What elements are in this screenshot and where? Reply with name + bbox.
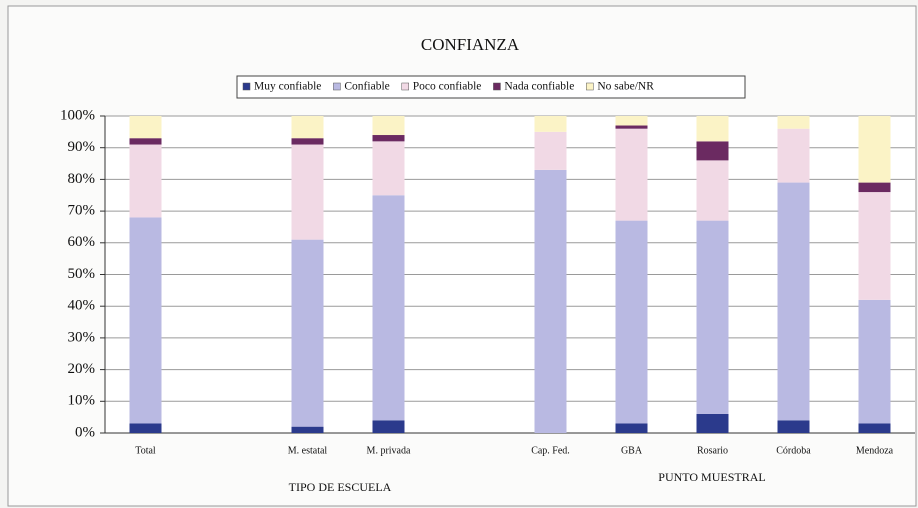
y-tick-label: 20% [68,361,96,377]
x-tick-label: GBA [621,445,643,456]
y-tick-label: 40% [68,298,96,314]
bar-segment [534,169,567,433]
bar-segment [777,116,810,129]
x-tick-label: Córdoba [776,445,811,456]
y-tick-label: 30% [68,329,96,345]
bar-segment [129,138,162,145]
bar-segment [372,135,405,142]
bar-segment [129,423,162,433]
legend-label: Muy confiable [254,81,321,93]
bar-segment [696,116,729,142]
bar-segment [534,131,567,170]
bar-segment [615,220,648,424]
legend-swatch [401,82,409,91]
bar-segment [615,125,648,129]
bar-segment [291,138,324,145]
y-tick-label: 80% [68,171,96,187]
y-tick-label: 50% [68,266,96,282]
chart-title: CONFIANZA [421,35,520,54]
x-tick-label: Rosario [697,445,728,456]
bar-segment [696,220,729,414]
bar-segment [696,141,729,161]
group-label: PUNTO MUESTRAL [658,470,765,484]
bar-segment [858,116,891,183]
bar-segment [777,420,810,433]
legend-label: Nada confiable [504,81,574,93]
legend-swatch [333,82,341,91]
y-tick-label: 0% [75,424,95,440]
bar-segment [291,239,324,427]
bar-segment [372,141,405,196]
bar-segment [372,195,405,421]
y-tick-label: 60% [68,234,96,250]
y-tick-label: 100% [60,107,95,123]
legend-swatch [242,82,251,91]
bar-segment [858,182,891,193]
bar-segment [615,423,648,433]
y-tick-label: 90% [68,139,96,155]
bar-segment [696,413,729,433]
legend-swatch [586,82,594,91]
bar-segment [129,116,162,139]
group-label: TIPO DE ESCUELA [289,480,392,494]
bar-segment [129,144,162,218]
x-tick-label: Mendoza [856,445,894,456]
y-tick-label: 70% [68,203,96,219]
x-tick-label: M. privada [367,445,411,456]
bar-segment [291,426,324,433]
bar-segment [291,116,324,139]
legend-label: No sabe/NR [597,81,654,93]
bar-segment [534,116,567,132]
x-tick-label: M. estatal [288,445,328,456]
x-tick-label: Total [135,445,156,456]
legend-box [236,75,746,99]
bar-segment [615,128,648,221]
x-tick-label: Cap. Fed. [531,445,570,456]
bar-segment [696,160,729,221]
bar-segment [129,217,162,424]
y-tick-label: 10% [68,393,96,409]
bar-segment [858,192,891,300]
bar-segment [372,420,405,433]
bar-segment [777,128,810,183]
legend-label: Poco confiable [413,81,482,93]
bar-segment [858,299,891,424]
bar-segment [777,182,810,421]
bar-segment [858,423,891,433]
bar-segment [291,144,324,240]
bar-segment [615,116,648,126]
bar-segment [372,116,405,136]
legend-label: Confiable [344,81,389,93]
legend-swatch [493,82,501,91]
